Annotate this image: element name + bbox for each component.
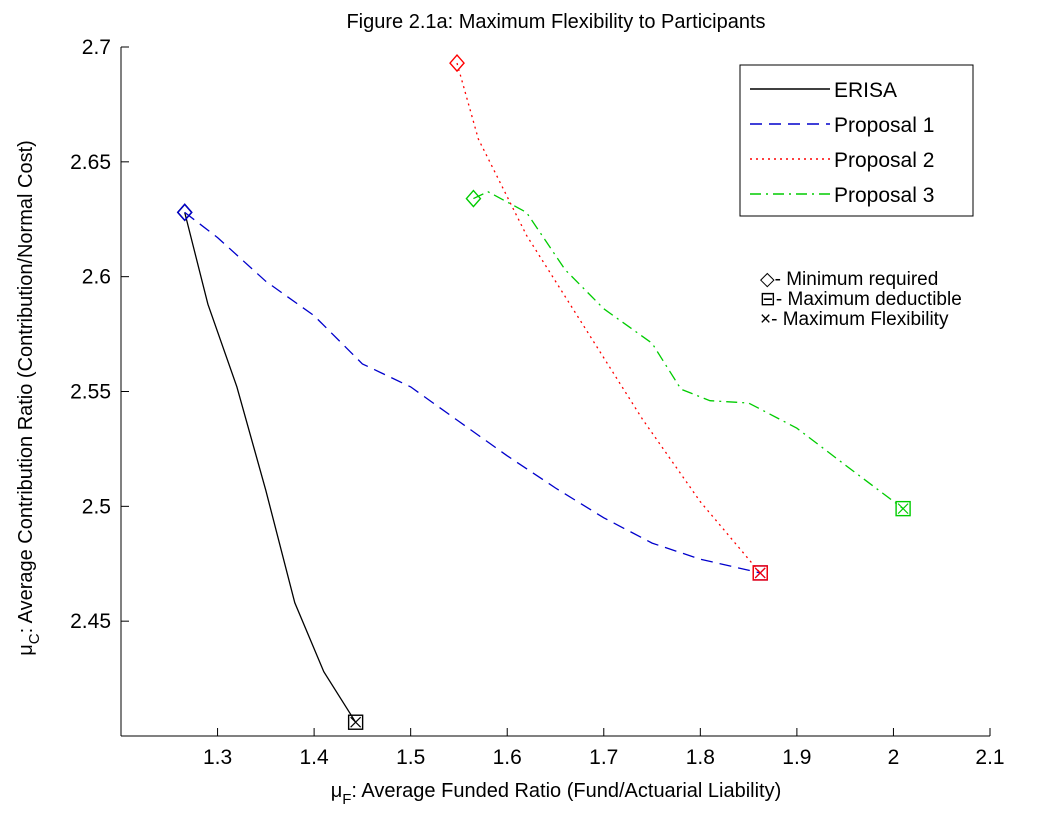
series-erisa xyxy=(176,203,364,730)
square-marker xyxy=(895,500,911,517)
marker-legend-text: - Maximum deductible xyxy=(776,289,962,310)
legend-label: Proposal 3 xyxy=(834,184,934,207)
x-tick-label: 1.8 xyxy=(686,746,715,769)
marker-legend-item: ×- Maximum Flexibility xyxy=(760,309,949,330)
x-tick-label: 2.1 xyxy=(975,746,1004,769)
y-axis-label-subscript: C xyxy=(26,633,43,644)
diamond-marker xyxy=(449,54,465,73)
marker-legend-text: - Minimum required xyxy=(775,269,939,290)
y-tick-label: 2.6 xyxy=(82,266,111,289)
legend-label: ERISA xyxy=(834,79,897,102)
marker-legend-item: ◇- Minimum required xyxy=(760,269,938,290)
diamond-marker xyxy=(465,189,482,208)
plot-area: 1.3 1.4 1.5 1.6 1.7 1.8 1.9 2 2.1 2.45 2.5 2.55 2.6 2… xyxy=(70,36,1004,769)
x-marker-stroke xyxy=(754,567,766,579)
legend: ERISA Proposal 1 Proposal 2 Proposal 3 xyxy=(739,64,974,217)
x-axis-label: μF: Average Funded Ratio (Fund/Actuarial… xyxy=(331,780,782,808)
x-tick-label: 1.9 xyxy=(782,746,811,769)
marker-legend: ◇- Minimum required⊟- Maximum deductible… xyxy=(760,269,962,330)
series-line xyxy=(473,190,904,510)
x-tick-label: 1.3 xyxy=(203,746,232,769)
chart-title: Figure 2.1a: Maximum Flexibility to Part… xyxy=(346,11,765,33)
x-axis-label-symbol: μ xyxy=(331,780,343,802)
y-tick-label: 2.5 xyxy=(82,495,111,518)
y-tick-label: 2.65 xyxy=(70,151,111,174)
marker-legend-glyph: ◇ xyxy=(760,269,775,290)
x-tick-label: 1.5 xyxy=(396,746,425,769)
legend-box xyxy=(739,64,974,217)
y-axis-label: μC: Average Contribution Ratio (Contribu… xyxy=(15,140,43,656)
series-proposal-2 xyxy=(449,54,768,581)
series-proposal-3 xyxy=(465,189,911,517)
x-tick-label: 1.6 xyxy=(493,746,522,769)
series-proposal-1 xyxy=(176,203,768,581)
x-tick-label: 2 xyxy=(888,746,900,769)
y-axis-label-symbol: μ xyxy=(15,644,37,656)
y-tick-label: 2.55 xyxy=(70,381,111,404)
x-tick-label: 1.7 xyxy=(589,746,618,769)
series-line xyxy=(456,62,761,574)
x-marker-stroke xyxy=(350,716,362,728)
x-axis-label-subscript: F xyxy=(342,791,351,808)
marker-legend-glyph: ⊟ xyxy=(760,289,776,310)
marker-legend-item: ⊟- Maximum deductible xyxy=(760,289,962,310)
y-axis-label-text: : Average Contribution Ratio (Contributi… xyxy=(15,140,37,633)
series-line xyxy=(184,212,357,723)
x-tick-label: 1.4 xyxy=(300,746,330,769)
marker-legend-text: - Maximum Flexibility xyxy=(771,309,949,330)
square-marker xyxy=(347,714,364,730)
diamond-marker xyxy=(176,203,193,222)
legend-label: Proposal 1 xyxy=(834,114,934,137)
marker-legend-glyph: × xyxy=(760,309,771,330)
x-marker-stroke xyxy=(897,503,909,515)
y-tick-label: 2.7 xyxy=(82,36,111,59)
series-line xyxy=(184,211,761,574)
square-marker xyxy=(752,565,768,581)
legend-label: Proposal 2 xyxy=(834,149,934,172)
x-axis-label-text: : Average Funded Ratio (Fund/Actuarial L… xyxy=(351,780,781,802)
diamond-marker xyxy=(176,203,193,222)
y-tick-label: 2.45 xyxy=(70,610,111,633)
